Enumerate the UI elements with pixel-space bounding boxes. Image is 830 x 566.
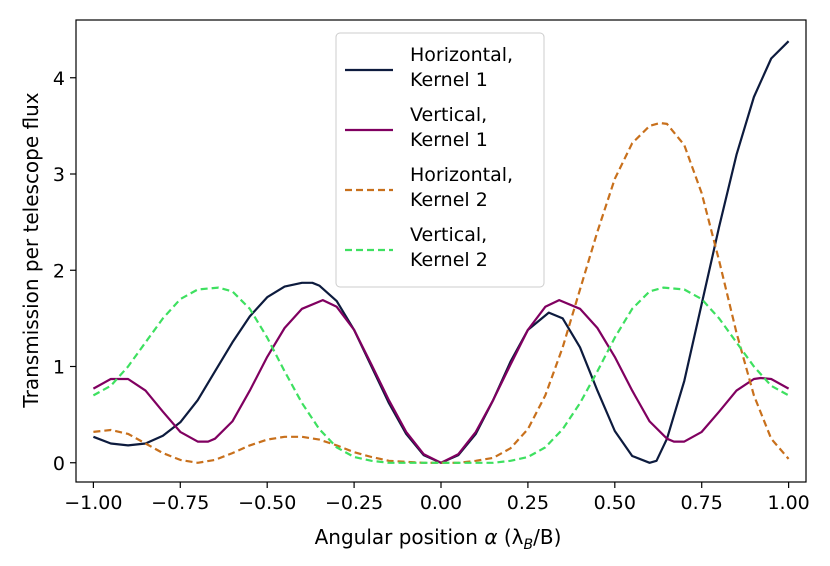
legend-label-line2: Kernel 1 bbox=[410, 69, 488, 91]
legend-label-line2: Kernel 1 bbox=[410, 129, 488, 151]
legend-label-line1: Vertical, bbox=[410, 104, 487, 126]
legend-label-line2: Kernel 2 bbox=[410, 249, 488, 271]
y-tick-label: 3 bbox=[53, 164, 65, 186]
y-axis: 0 1 2 3 4 bbox=[53, 68, 76, 475]
x-tick-label: 1.00 bbox=[767, 492, 809, 514]
y-tick-label: 1 bbox=[53, 357, 65, 379]
y-tick-label: 2 bbox=[53, 260, 65, 282]
legend-label-line1: Horizontal, bbox=[410, 164, 513, 186]
y-tick-label: 0 bbox=[53, 453, 65, 475]
x-tick-label: 0.50 bbox=[594, 492, 636, 514]
y-tick-label: 4 bbox=[53, 68, 65, 90]
series-line-2 bbox=[92, 299, 790, 464]
x-tick-label: −0.75 bbox=[151, 492, 209, 514]
legend-label-line1: Horizontal, bbox=[410, 44, 513, 66]
x-axis-label: Angular position α (λB/B) bbox=[315, 525, 562, 553]
series-group bbox=[92, 40, 790, 464]
x-tick-label: 0.25 bbox=[507, 492, 549, 514]
series-line-4 bbox=[92, 286, 790, 464]
legend-label-line1: Vertical, bbox=[410, 224, 487, 246]
x-axis: −1.00 −0.75 −0.50 −0.25 0.00 0.25 0.50 0.75 1.00 bbox=[64, 482, 810, 514]
x-tick-label: −0.50 bbox=[238, 492, 296, 514]
y-axis-label: Transmission per telescope flux bbox=[19, 92, 43, 408]
series-line-3 bbox=[93, 121, 790, 464]
legend: Horizontal, Kernel 1 Vertical, Kernel 1 Hori… bbox=[335, 32, 545, 288]
legend-label-line2: Kernel 2 bbox=[410, 189, 488, 211]
x-tick-label: 0.75 bbox=[681, 492, 723, 514]
x-tick-label: −0.25 bbox=[325, 492, 383, 514]
x-tick-label: −1.00 bbox=[64, 492, 122, 514]
x-tick-label: 0.00 bbox=[420, 492, 462, 514]
